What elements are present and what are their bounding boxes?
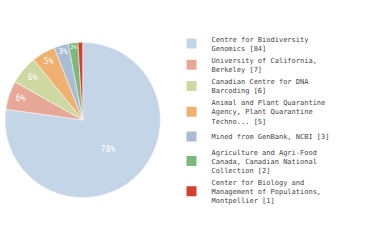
svg-text:University of California,Berke: University of California,Berkeley [7] bbox=[212, 57, 317, 74]
svg-text:2%: 2% bbox=[70, 44, 77, 50]
svg-text:Centre for BiodiversityGenomic: Centre for BiodiversityGenomics [84] bbox=[212, 36, 309, 53]
svg-text:3%: 3% bbox=[58, 47, 68, 56]
svg-text:Center for Biology andManageme: Center for Biology andManagement of Popu… bbox=[212, 179, 322, 205]
svg-text:6%: 6% bbox=[16, 94, 26, 103]
svg-text:Mined from GenBank, NCBI [3]: Mined from GenBank, NCBI [3] bbox=[212, 133, 330, 141]
svg-text:Canadian Centre for DNABarcodi: Canadian Centre for DNABarcoding [6] bbox=[212, 78, 310, 95]
svg-text:Animal and Plant QuarantineAge: Animal and Plant QuarantineAgency, Plant… bbox=[212, 99, 326, 125]
svg-text:6%: 6% bbox=[28, 73, 38, 82]
svg-text:78%: 78% bbox=[101, 145, 116, 154]
svg-text:Agriculture and Agri-FoodCanad: Agriculture and Agri-FoodCanada, Canadia… bbox=[212, 149, 317, 175]
svg-text:5%: 5% bbox=[44, 57, 54, 66]
